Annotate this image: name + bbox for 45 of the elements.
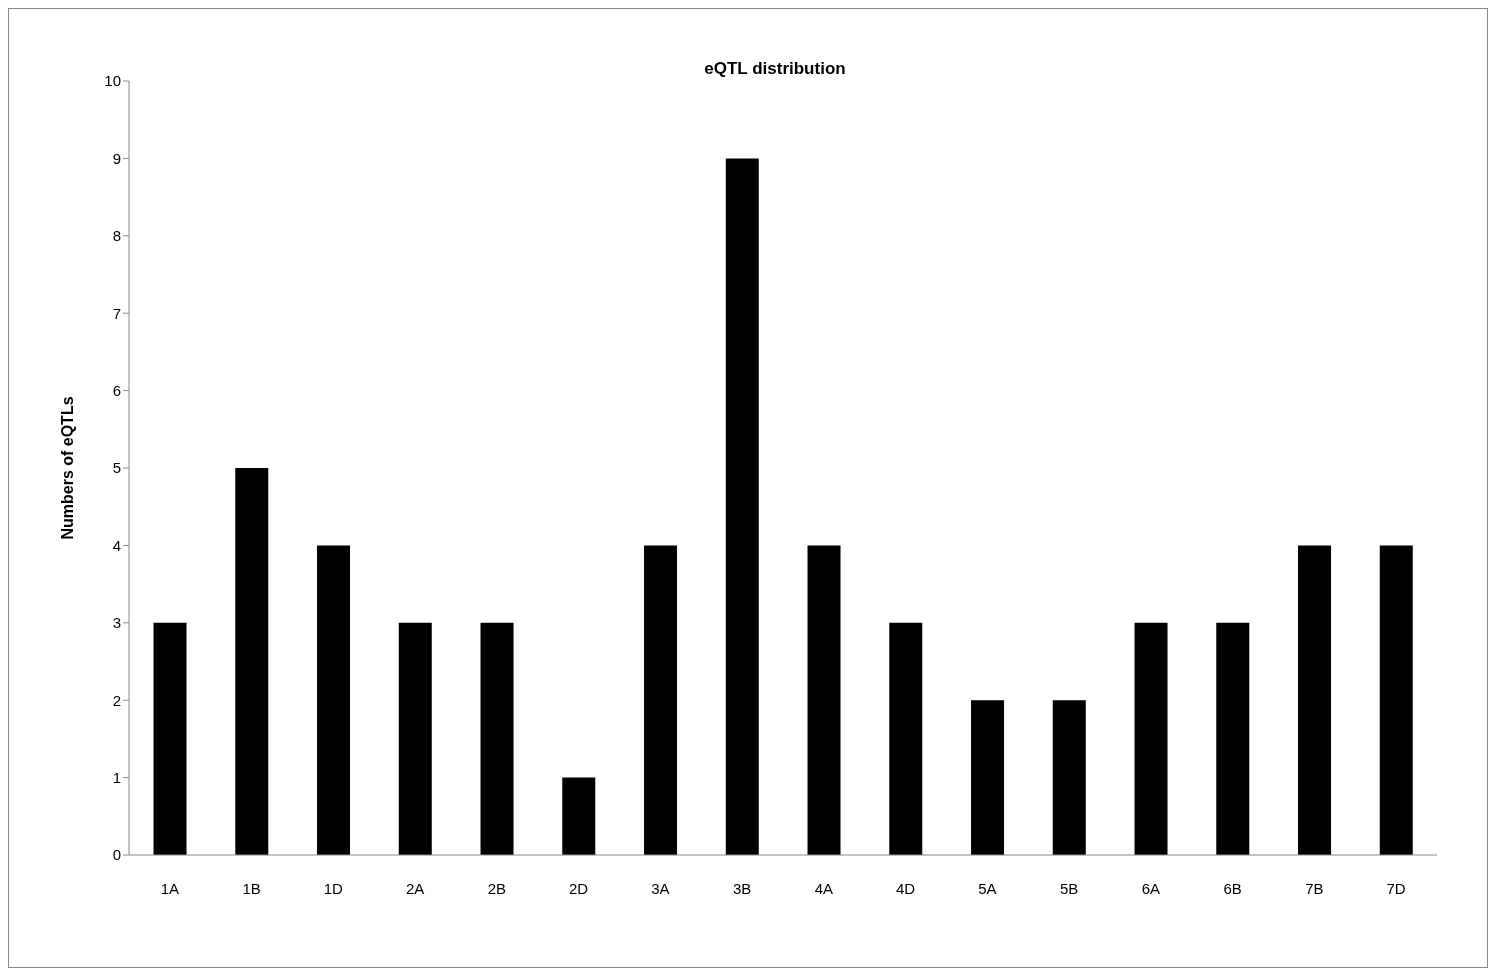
bar [1379, 545, 1413, 855]
x-tick-label: 2B [487, 879, 507, 897]
y-axis-title: Numbers of eQTLs [58, 396, 76, 540]
y-tick-label: 2 [112, 691, 121, 709]
bar [1134, 622, 1168, 855]
y-tick-label: 1 [112, 768, 121, 786]
bar [1216, 622, 1250, 855]
y-tick-label: 4 [112, 536, 121, 554]
x-tick-label: 6B [1223, 879, 1242, 897]
bar [971, 700, 1005, 855]
bar [807, 545, 841, 855]
x-tick-label: 1A [160, 879, 180, 897]
y-tick-label: 0 [112, 846, 121, 864]
x-tick-label: 5B [1059, 879, 1079, 897]
bar [725, 158, 759, 855]
x-tick-label: 4A [814, 879, 834, 897]
x-tick-label: 2D [569, 879, 589, 897]
bar [480, 622, 514, 855]
x-tick-label: 5A [978, 879, 997, 897]
bar [644, 545, 678, 855]
x-tick-label: 7D [1386, 879, 1406, 897]
bar [317, 545, 351, 855]
y-tick-label: 8 [112, 227, 121, 245]
x-tick-label: 4D [896, 879, 916, 897]
bar [398, 622, 432, 855]
x-tick-label: 3A [651, 879, 670, 897]
bar [562, 777, 596, 855]
x-tick-label: 1D [323, 879, 344, 897]
x-tick-label: 7B [1305, 879, 1324, 897]
y-tick-label: 3 [112, 614, 121, 632]
bar [1052, 700, 1086, 855]
bar [1298, 545, 1332, 855]
bar [153, 622, 187, 855]
y-tick-label: 6 [112, 381, 121, 399]
x-tick-label: 6A [1141, 879, 1161, 897]
chart-title: eQTL distribution [704, 59, 846, 78]
bar [889, 622, 923, 855]
x-tick-label: 1B [242, 879, 261, 897]
y-tick-label: 10 [104, 72, 121, 90]
y-tick-label: 9 [112, 149, 121, 167]
y-tick-label: 7 [112, 304, 121, 322]
x-tick-label: 3B [732, 879, 752, 897]
x-tick-label: 2A [405, 879, 425, 897]
bar [235, 468, 269, 855]
y-tick-label: 5 [112, 459, 121, 477]
